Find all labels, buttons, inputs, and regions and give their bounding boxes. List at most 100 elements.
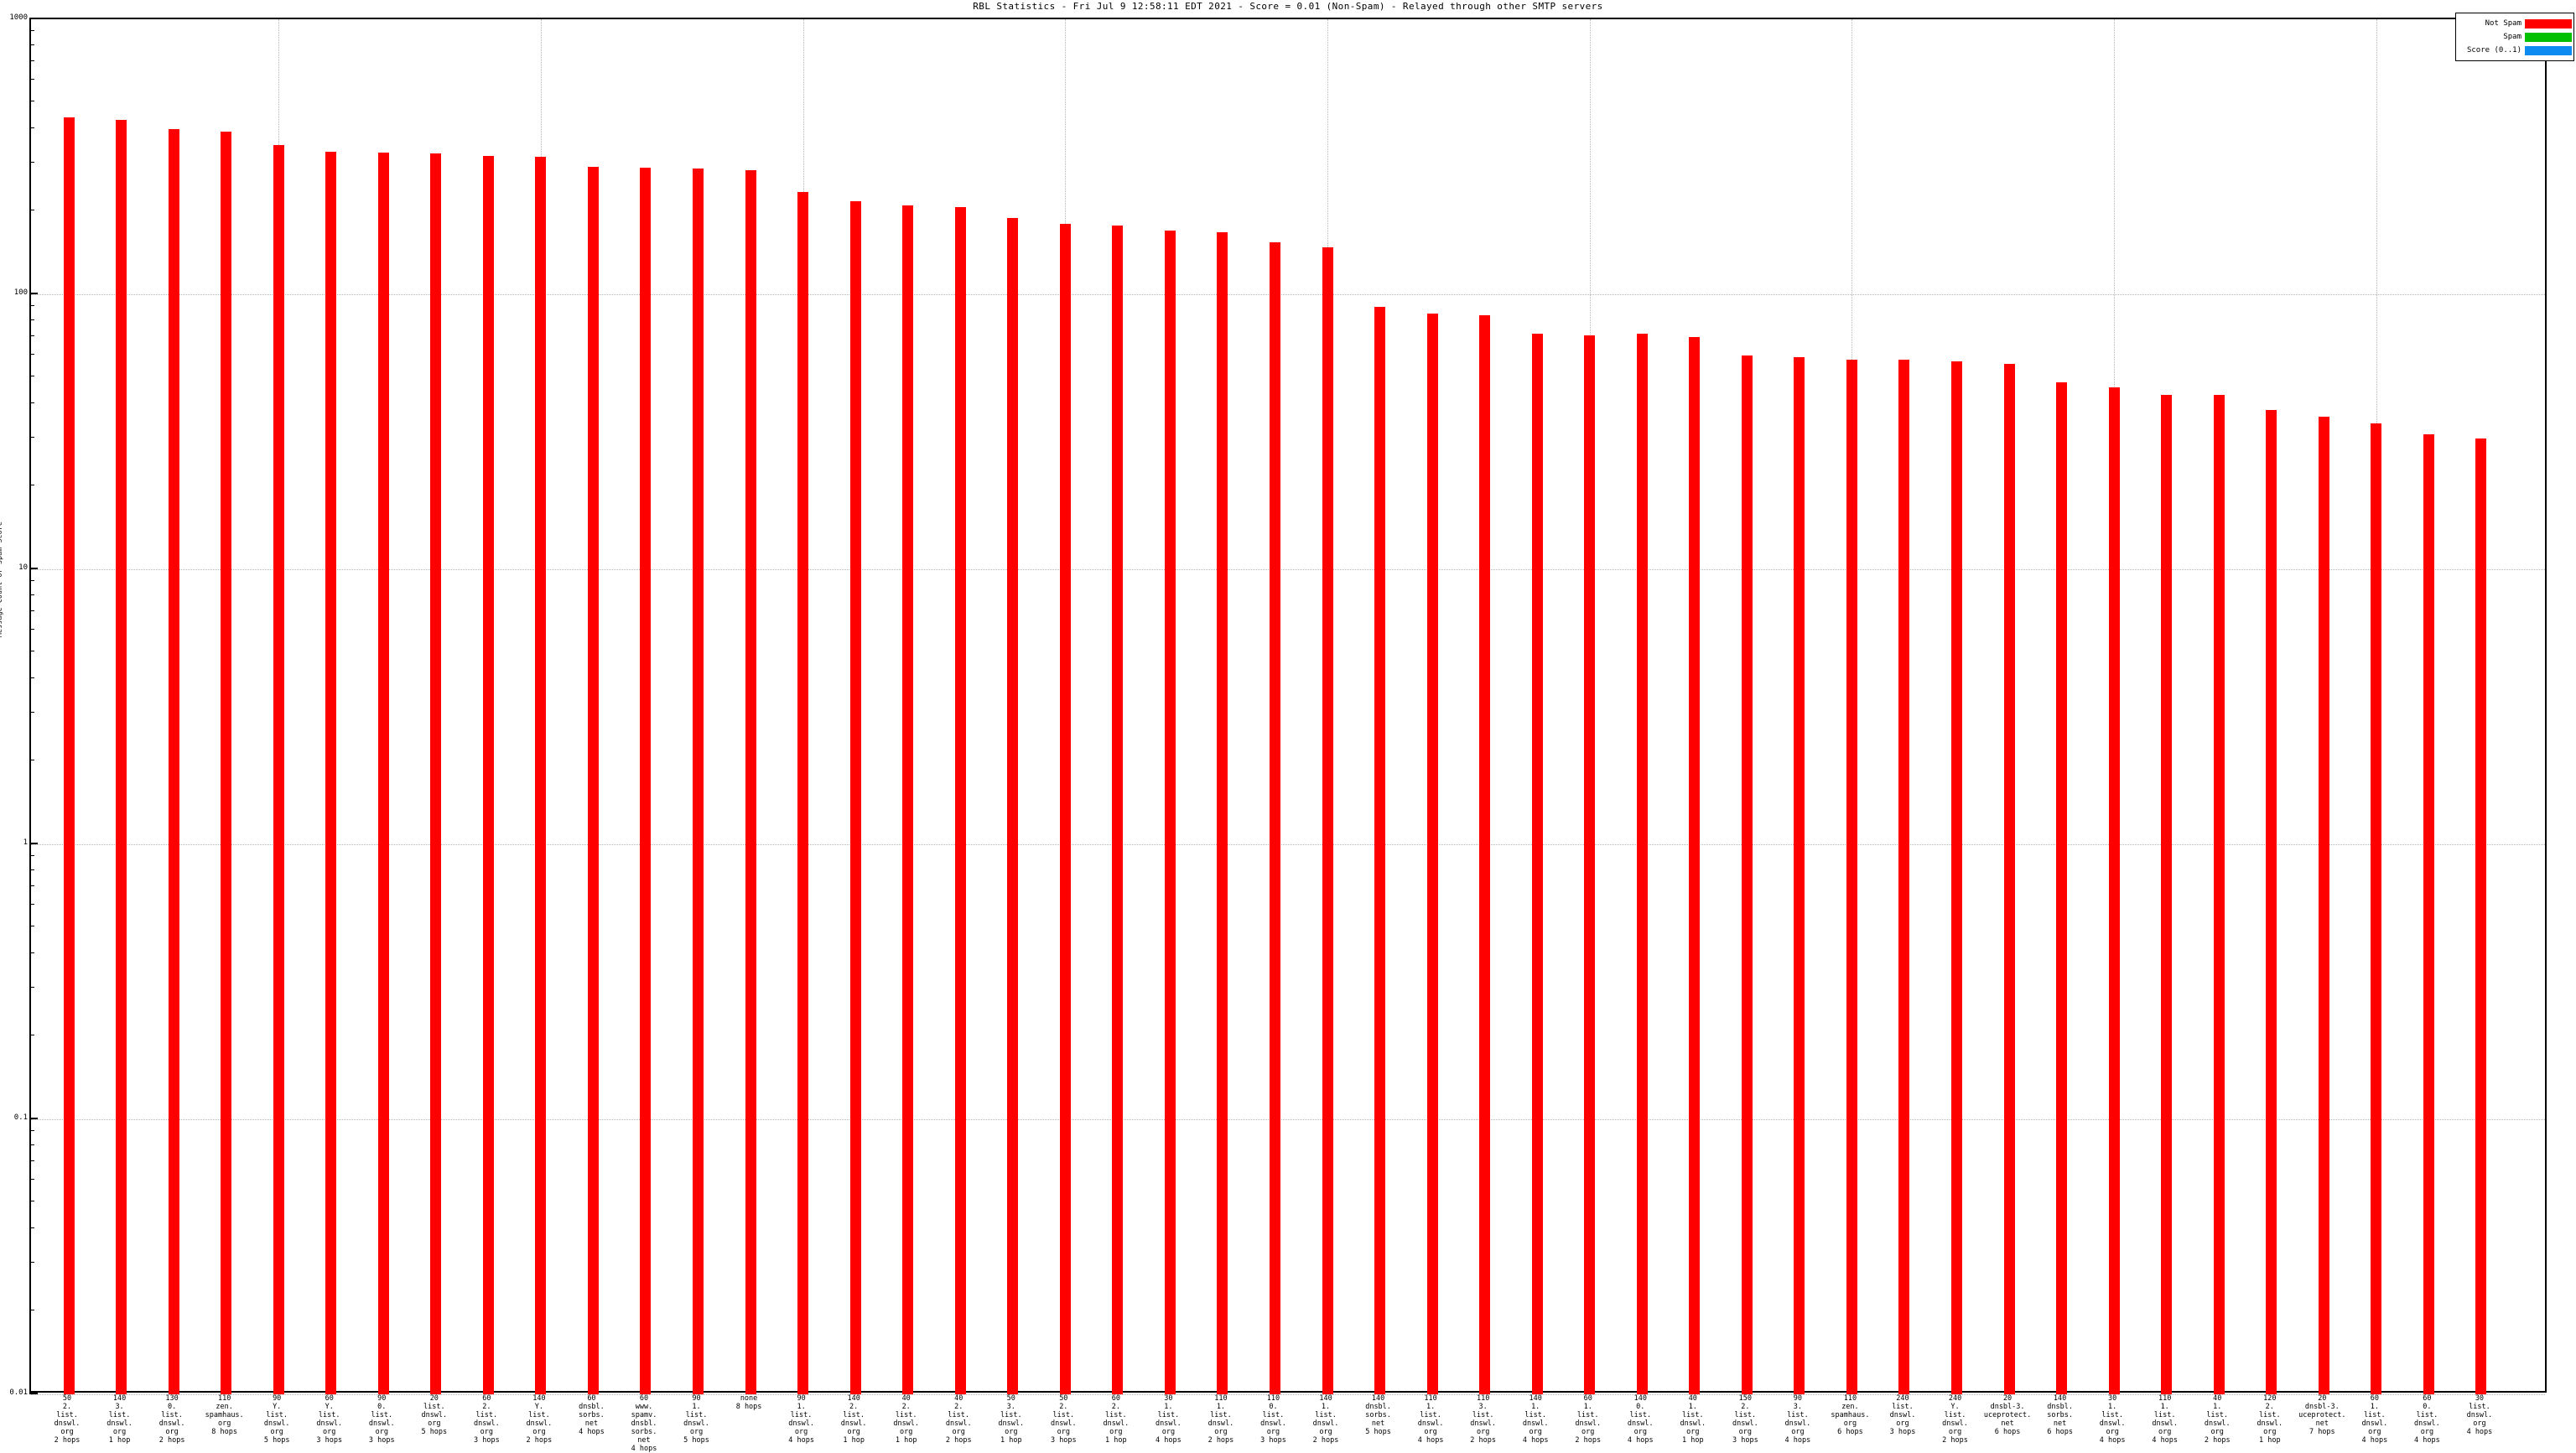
bar[interactable] — [1007, 217, 1019, 1394]
x-tick-label-line: 2 hops — [945, 1436, 972, 1445]
y-axis-label: Message Count or Spam Score — [0, 521, 3, 637]
bar[interactable] — [1374, 307, 1386, 1394]
x-tick-label-line: org — [1529, 1428, 1542, 1436]
bar[interactable] — [2475, 438, 2487, 1394]
bar[interactable] — [2003, 363, 2015, 1394]
bar[interactable] — [2423, 433, 2434, 1394]
bar[interactable] — [1584, 335, 1596, 1394]
legend-label-score: Score (0..1) — [2466, 46, 2521, 54]
y-tick — [29, 1393, 38, 1394]
y-tick-minor — [29, 1227, 34, 1228]
bar[interactable] — [1269, 241, 1280, 1394]
x-tick-label-line: sorbs. — [2047, 1411, 2073, 1419]
x-tick-label-line: 40 — [1688, 1394, 1697, 1403]
bar[interactable] — [1426, 314, 1438, 1394]
x-tick-label-line: dnsbl. — [579, 1403, 605, 1411]
gridline-horizontal — [31, 569, 2545, 570]
x-tick-label-line: 8 hops — [735, 1403, 762, 1411]
bar[interactable] — [2213, 395, 2225, 1394]
bar[interactable] — [797, 192, 809, 1394]
bar[interactable] — [377, 152, 389, 1394]
bar[interactable] — [1846, 359, 1857, 1394]
x-tick-label-line: 3. — [1478, 1403, 1488, 1411]
x-tick-label-line: list. — [1682, 1411, 1704, 1419]
x-tick-label-line: 2. — [1111, 1403, 1120, 1411]
x-tick-label-line: org — [270, 1428, 283, 1436]
bar[interactable] — [325, 151, 337, 1394]
gridline-horizontal — [31, 294, 2545, 295]
x-tick-label-line: 50 — [1006, 1394, 1015, 1403]
bar[interactable] — [430, 153, 442, 1394]
bar[interactable] — [273, 144, 284, 1394]
x-tick-label-line: org — [217, 1419, 231, 1428]
bar[interactable] — [1636, 333, 1648, 1394]
bar[interactable] — [1322, 247, 1333, 1394]
bar[interactable] — [1689, 336, 1701, 1394]
x-tick-label-line: 0. — [1636, 1403, 1645, 1411]
bar[interactable] — [1479, 314, 1491, 1394]
x-tick-label-line: none — [740, 1394, 758, 1403]
x-tick-label-line: dnswl. — [421, 1411, 448, 1419]
bar[interactable] — [1898, 359, 1910, 1394]
x-tick-label-line: list. — [2101, 1411, 2123, 1419]
bar[interactable] — [2056, 381, 2068, 1394]
x-tick-label-line: org — [323, 1428, 336, 1436]
x-tick-label-line: 2 hops — [1942, 1436, 1968, 1445]
x-tick-label-line: 1. — [1583, 1403, 1592, 1411]
x-tick-label-line: 140 — [1529, 1394, 1542, 1403]
bar[interactable] — [2161, 395, 2173, 1394]
x-tick-label-line: 110 — [1214, 1394, 1228, 1403]
x-tick-label-line: 0. — [167, 1403, 177, 1411]
x-tick-label-line: 6 hops — [1994, 1428, 2021, 1436]
x-tick-label-line: list. — [2364, 1411, 2386, 1419]
bar[interactable] — [1059, 224, 1071, 1394]
x-tick-label: 60 0. list. dnswl. org 4 hops — [2401, 1394, 2454, 1445]
bar[interactable] — [1794, 357, 1805, 1394]
bar[interactable] — [1951, 361, 1963, 1394]
bar[interactable] — [221, 132, 232, 1394]
bar[interactable] — [849, 200, 861, 1394]
x-tick-label-line: org — [1424, 1428, 1437, 1436]
x-tick-label: 40 1. list. dnswl. org 2 hops — [2191, 1394, 2244, 1445]
bar[interactable] — [2108, 387, 2120, 1394]
x-tick-label-line: 30 — [1164, 1394, 1173, 1403]
bar[interactable] — [640, 168, 652, 1394]
x-tick-label-line: org — [1843, 1419, 1857, 1428]
x-tick-label-line: dnswl. — [998, 1419, 1025, 1428]
x-tick-label-line: 2 hops — [2204, 1436, 2231, 1445]
bar[interactable] — [745, 170, 756, 1394]
bar[interactable] — [116, 120, 127, 1394]
bar[interactable] — [1112, 225, 1124, 1394]
x-tick-label-line: dnswl. — [316, 1419, 343, 1428]
bar[interactable] — [482, 156, 494, 1394]
bar[interactable] — [1164, 231, 1176, 1394]
x-tick-label-line: dnswl. — [1680, 1419, 1706, 1428]
bar[interactable] — [693, 168, 704, 1394]
x-tick-label: 140 dnsbl. sorbs. net 6 hops — [2033, 1394, 2086, 1436]
bar[interactable] — [902, 205, 914, 1394]
bar[interactable] — [63, 117, 75, 1394]
bar[interactable] — [2318, 416, 2329, 1394]
x-tick-label-line: list. — [948, 1411, 970, 1419]
x-tick-label-line: org — [2210, 1428, 2224, 1436]
bar[interactable] — [587, 167, 599, 1394]
bar[interactable] — [2371, 423, 2382, 1394]
bar[interactable] — [1741, 355, 1753, 1394]
bar[interactable] — [1217, 232, 1228, 1394]
bar[interactable] — [954, 206, 966, 1394]
x-tick-label-line: list. — [1157, 1411, 1180, 1419]
y-tick-minor — [29, 952, 34, 953]
bar[interactable] — [535, 157, 547, 1394]
x-tick-label-line: list. — [318, 1411, 340, 1419]
bar[interactable] — [168, 128, 179, 1394]
x-tick-label: 60 1. list. dnswl. org 2 hops — [1561, 1394, 1614, 1445]
bar[interactable] — [2266, 409, 2277, 1394]
x-tick-label-line: list. — [1944, 1411, 1966, 1419]
x-tick-label-line: org — [1948, 1428, 1962, 1436]
x-tick-label-line: 3. — [1006, 1403, 1015, 1411]
bar[interactable] — [1531, 333, 1543, 1394]
legend-swatch-score — [2525, 45, 2572, 55]
x-tick-label: 90 1. list. dnswl. org 4 hops — [775, 1394, 828, 1445]
y-tick-minor — [29, 1160, 34, 1161]
x-tick-label-line: list. — [2416, 1411, 2438, 1419]
